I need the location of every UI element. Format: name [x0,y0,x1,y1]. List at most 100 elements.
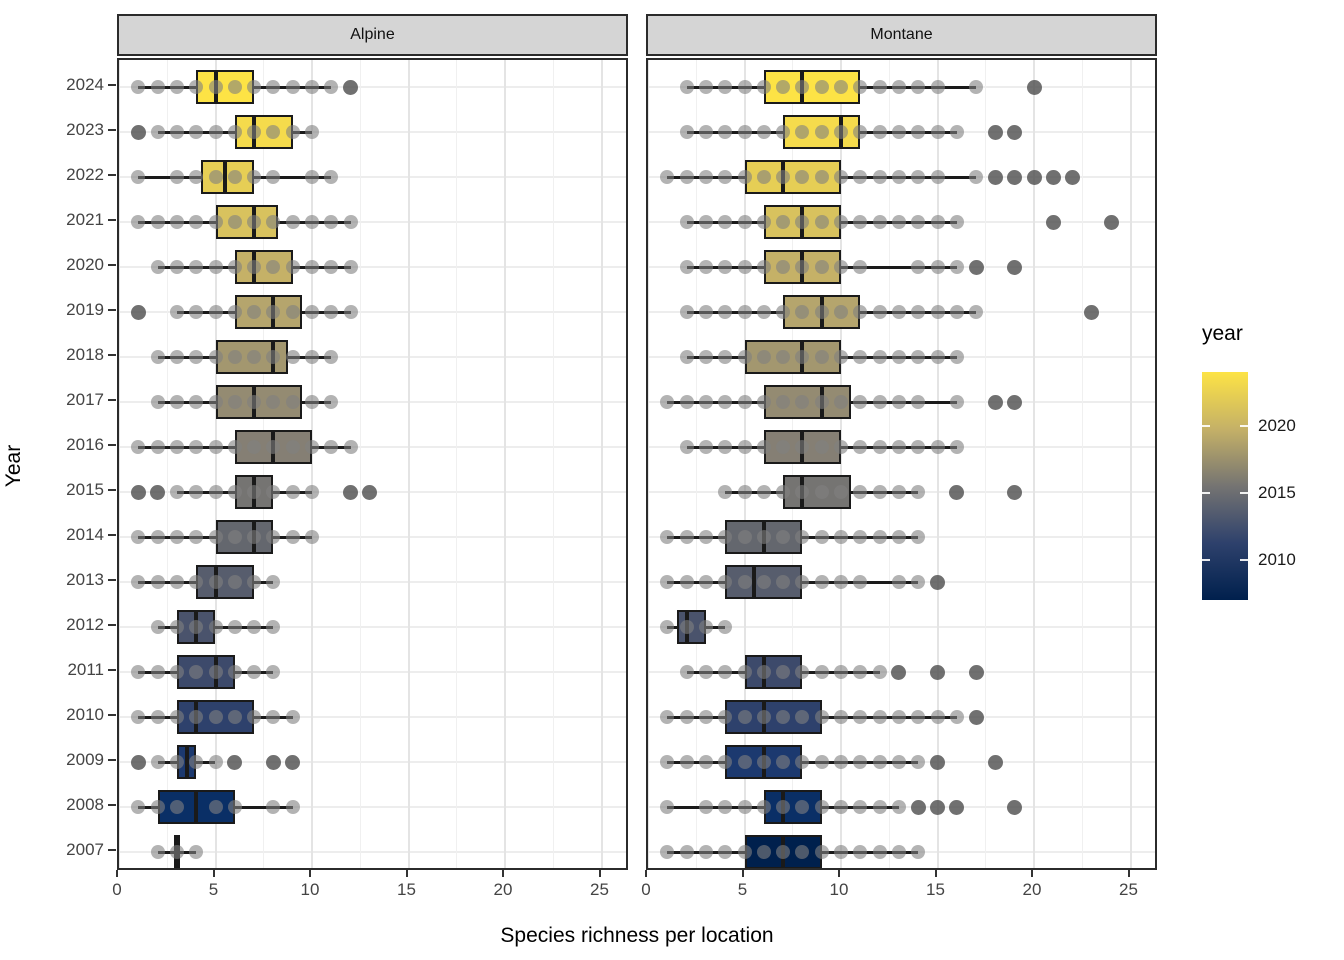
jitter-dot [169,305,184,319]
jitter-dot [131,215,146,229]
jitter-dot [718,170,733,184]
gridline-horizontal [119,131,626,133]
jitter-dot [247,620,262,634]
jitter-dot [872,350,887,364]
boxplot-box [215,520,274,554]
y-tick-mark [108,669,116,671]
jitter-dot [756,800,771,814]
jitter-dot [247,485,262,499]
jitter-dot [150,710,165,724]
jitter-dot [949,260,964,274]
jitter-dot [718,575,733,589]
jitter-dot [795,80,810,94]
boxplot-box [196,70,255,104]
jitter-dot [853,350,868,364]
gridline-horizontal [119,626,626,628]
jitter-dot [169,395,184,409]
x-tick-mark [502,870,504,877]
jitter-dot [247,710,262,724]
y-tick-mark [108,399,116,401]
jitter-dot [679,395,694,409]
jitter-dot [208,620,223,634]
jitter-dot [795,755,810,769]
jitter-dot [718,80,733,94]
gridline-horizontal [119,581,626,583]
gridline-horizontal [119,806,626,808]
jitter-dot [169,575,184,589]
gridline-minor [985,60,987,868]
jitter-dot [891,215,906,229]
jitter-dot [814,485,829,499]
x-tick-label: 25 [590,880,609,899]
jitter-dot [679,620,694,634]
jitter-dot [305,170,319,184]
jitter-dot [834,350,848,364]
gridline-minor [695,60,697,868]
facet-strip-montane: Montane [646,14,1157,56]
jitter-dot [930,305,945,319]
jitter-dot [737,710,752,724]
jitter-dot [718,260,733,274]
x-tick-label: 5 [208,880,219,899]
jitter-dot [891,170,906,184]
jitter-dot [305,440,319,454]
x-tick-mark [838,870,840,877]
jitter-dot [911,260,926,274]
jitter-dot [756,530,771,544]
outlier-dot [1026,79,1042,95]
jitter-dot [189,260,204,274]
gridline-horizontal [119,356,626,358]
facet-strip-label: Alpine [350,26,395,43]
gridline-minor [166,60,168,868]
y-tick-mark [108,714,116,716]
jitter-dot [776,755,791,769]
outlier-dot [987,124,1003,140]
jitter-dot [872,845,887,859]
jitter-dot [718,125,733,139]
jitter-dot [698,350,713,364]
x-tick-label: 15 [926,880,945,899]
jitter-dot [227,710,242,724]
jitter-dot [776,125,791,139]
jitter-dot [247,125,262,139]
jitter-dot [853,80,868,94]
x-tick-mark [1031,870,1033,877]
y-tick-mark [108,309,116,311]
jitter-dot [718,305,733,319]
jitter-dot [814,215,829,229]
jitter-dot [834,845,848,859]
jitter-dot [834,485,848,499]
x-tick-label: 20 [1022,880,1042,899]
jitter-dot [776,170,791,184]
jitter-dot [853,170,868,184]
y-tick-mark [108,174,116,176]
jitter-dot [247,530,262,544]
jitter-dot [698,395,713,409]
jitter-dot [853,125,868,139]
jitter-dot [756,305,771,319]
jitter-dot [324,440,339,454]
jitter-dot [169,125,184,139]
jitter-dot [756,710,771,724]
jitter-dot [660,530,675,544]
jitter-dot [189,620,204,634]
boxplot-box [234,250,293,284]
jitter-dot [305,530,319,544]
outlier-dot [891,664,907,680]
jitter-dot [285,530,300,544]
jitter-dot [795,170,810,184]
jitter-dot [718,755,733,769]
x-tick-label: 25 [1119,880,1138,899]
facet-strip-label: Montane [870,26,933,43]
gridline-minor [792,60,794,868]
gridline-major [119,60,120,868]
jitter-dot [891,350,906,364]
jitter-dot [679,350,694,364]
y-axis-title: Year [2,444,25,488]
jitter-dot [718,350,733,364]
outlier-dot [1026,169,1042,185]
jitter-dot [679,170,694,184]
jitter-dot [208,125,223,139]
jitter-dot [150,845,165,859]
jitter-dot [208,710,223,724]
